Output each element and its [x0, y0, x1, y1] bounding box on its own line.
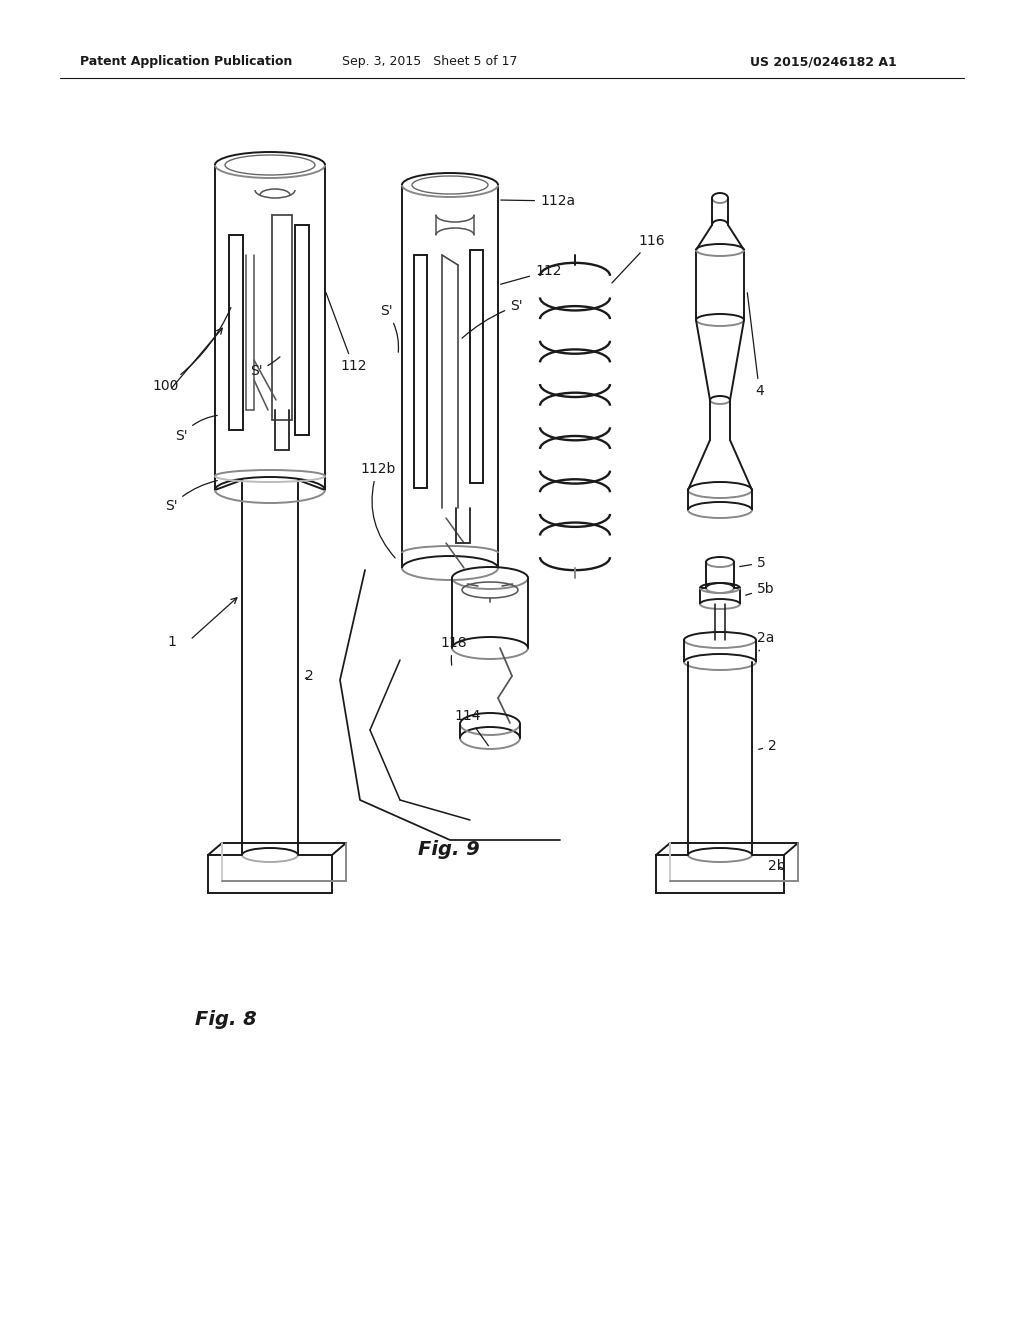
Text: Fig. 9: Fig. 9 [418, 840, 480, 859]
Text: Sep. 3, 2015   Sheet 5 of 17: Sep. 3, 2015 Sheet 5 of 17 [342, 55, 518, 69]
Text: S': S' [380, 304, 398, 352]
Text: S': S' [462, 300, 522, 338]
Text: 118: 118 [440, 636, 467, 665]
Text: 112: 112 [501, 264, 561, 284]
Text: 112b: 112b [360, 462, 395, 558]
Text: 112a: 112a [501, 194, 575, 209]
Text: 2: 2 [759, 739, 777, 752]
Text: 1: 1 [167, 635, 176, 649]
Text: Patent Application Publication: Patent Application Publication [80, 55, 293, 69]
Text: 5: 5 [739, 556, 766, 570]
Text: 112: 112 [326, 293, 367, 374]
Text: 2a: 2a [757, 631, 774, 651]
Text: 4: 4 [748, 293, 764, 399]
Text: 5b: 5b [745, 582, 774, 597]
Text: S': S' [175, 416, 217, 444]
Text: 100: 100 [152, 308, 230, 393]
Text: S': S' [165, 480, 217, 513]
Text: US 2015/0246182 A1: US 2015/0246182 A1 [750, 55, 897, 69]
Text: 114: 114 [454, 709, 488, 746]
Text: 2b: 2b [768, 859, 785, 873]
Text: 2: 2 [305, 669, 313, 682]
Text: S': S' [250, 356, 280, 378]
Text: 116: 116 [612, 234, 665, 282]
Text: Fig. 8: Fig. 8 [195, 1010, 257, 1030]
